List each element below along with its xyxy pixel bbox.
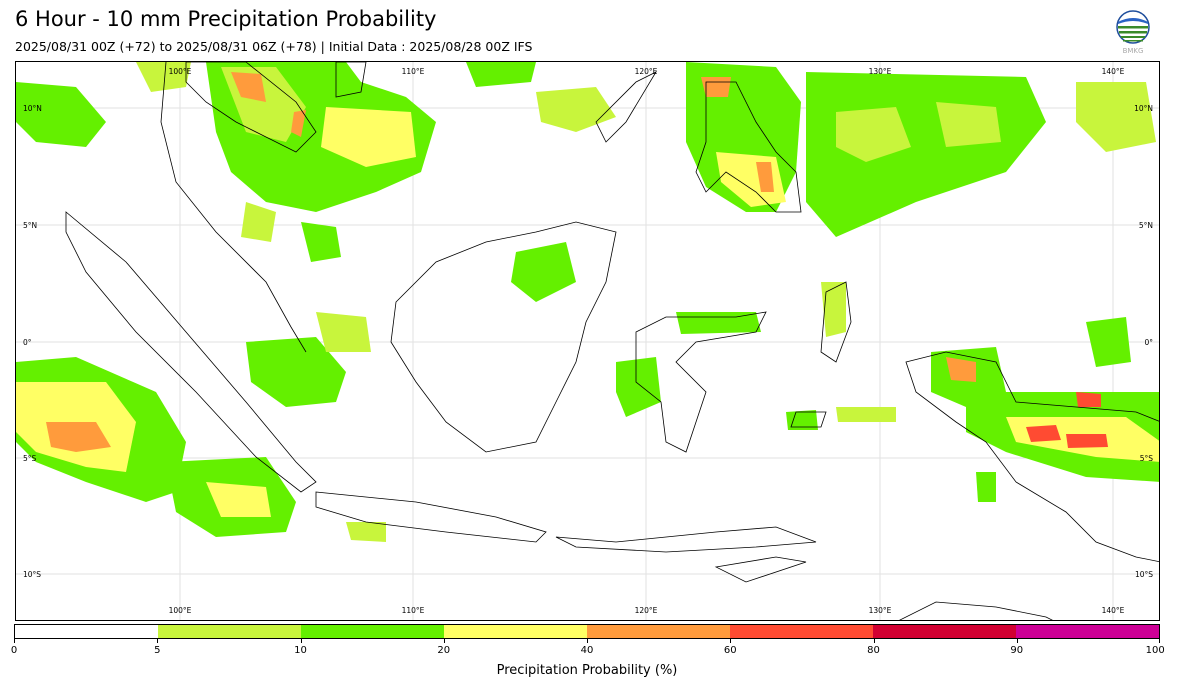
colorbar-tick xyxy=(1159,639,1160,643)
lon-label-top: 100°E xyxy=(169,67,192,76)
colorbar-tick-label: 60 xyxy=(723,645,737,656)
colorbar-segment xyxy=(1016,625,1159,638)
colorbar-segment xyxy=(158,625,301,638)
chart-title: 6 Hour - 10 mm Precipitation Probability xyxy=(15,7,437,31)
colorbar-segment xyxy=(587,625,730,638)
lat-label-right: 5°S xyxy=(1140,454,1154,463)
colorbar-segment xyxy=(444,625,587,638)
precipitation-map: 100°E 110°E 120°E 130°E 140°E 100°E 110°… xyxy=(15,61,1160,621)
lon-label-bottom: 140°E xyxy=(1102,606,1125,615)
colorbar-tick xyxy=(300,639,302,643)
colorbar-tick xyxy=(14,639,15,643)
colorbar-tick xyxy=(443,639,445,643)
lat-label-left: 0° xyxy=(23,338,32,347)
lon-label-top: 140°E xyxy=(1102,67,1125,76)
lon-label-bottom: 130°E xyxy=(869,606,892,615)
lat-label-left: 5°S xyxy=(23,454,37,463)
colorbar-tick-label: 20 xyxy=(437,645,451,656)
lat-label-right: 5°N xyxy=(1139,221,1153,230)
lat-label-left: 5°N xyxy=(23,221,37,230)
colorbar-tick-label: 100 xyxy=(1145,645,1165,656)
lat-label-right: 10°S xyxy=(1135,570,1153,579)
lon-label-top: 130°E xyxy=(869,67,892,76)
lat-label-right: 0° xyxy=(1144,338,1153,347)
chart-subtitle: 2025/08/31 00Z (+72) to 2025/08/31 06Z (… xyxy=(15,39,533,54)
logo-text: BMKG xyxy=(1123,47,1144,55)
lat-label-left: 10°N xyxy=(23,104,42,113)
lon-label-bottom: 100°E xyxy=(169,606,192,615)
colorbar-tick-label: 10 xyxy=(294,645,307,656)
bmkg-logo-icon: BMKG xyxy=(1113,10,1153,56)
colorbar-segment xyxy=(15,625,158,638)
lon-label-bottom: 120°E xyxy=(635,606,658,615)
colorbar-tick-label: 80 xyxy=(867,645,880,656)
colorbar-segment xyxy=(730,625,873,638)
colorbar-tick-label: 90 xyxy=(1010,645,1024,656)
lon-label-bottom: 110°E xyxy=(402,606,425,615)
colorbar-segment xyxy=(873,625,1016,638)
colorbar-tick xyxy=(587,639,588,643)
lon-label-top: 120°E xyxy=(635,67,658,76)
colorbar-tick-label: 5 xyxy=(154,645,161,656)
colorbar xyxy=(14,624,1160,639)
colorbar-tick xyxy=(1016,639,1018,643)
colorbar-tick xyxy=(157,639,159,643)
colorbar-tick-label: 0 xyxy=(10,645,18,656)
lat-label-right: 10°N xyxy=(1134,104,1153,113)
colorbar-tick-label: 40 xyxy=(580,645,594,656)
lat-label-left: 10°S xyxy=(23,570,41,579)
colorbar-segment xyxy=(301,625,444,638)
colorbar-title: Precipitation Probability (%) xyxy=(496,663,678,678)
lon-label-top: 110°E xyxy=(402,67,425,76)
colorbar-tick xyxy=(730,639,732,643)
colorbar-tick xyxy=(873,639,875,643)
